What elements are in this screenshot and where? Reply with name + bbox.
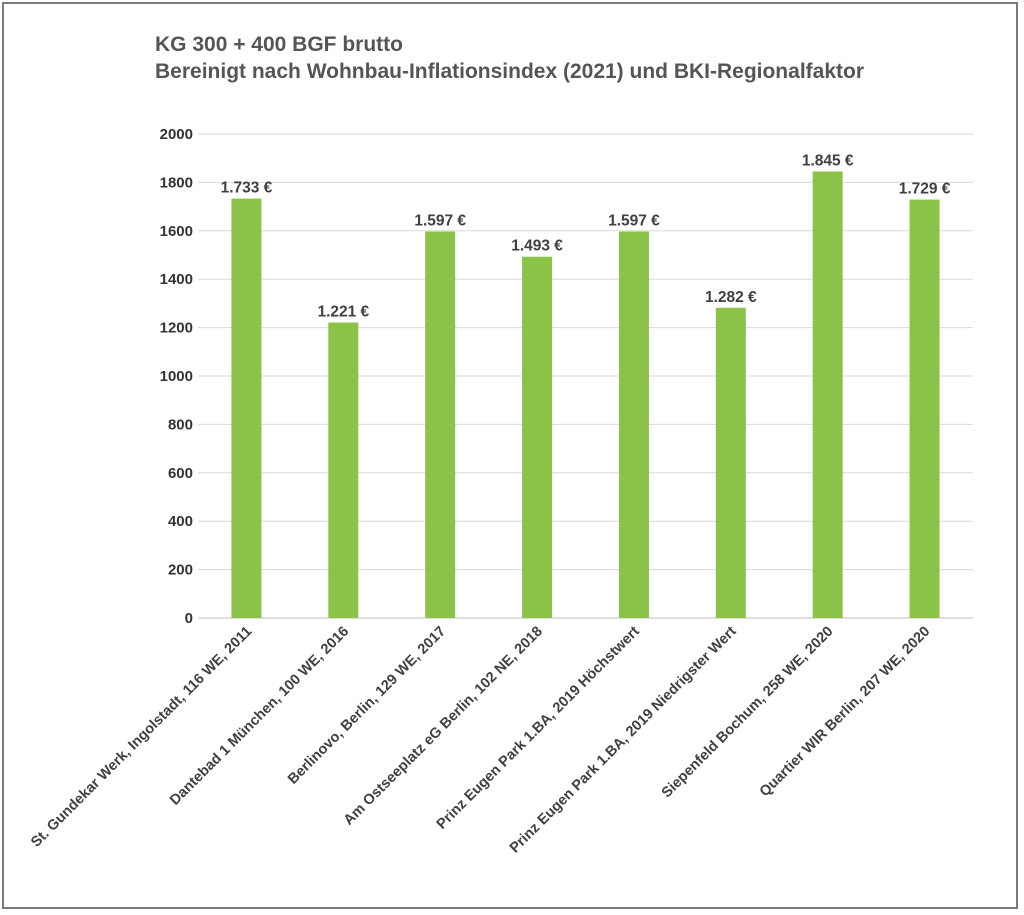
chart-subtitle: Bereinigt nach Wohnbau-Inflationsindex (…: [155, 60, 864, 83]
x-axis-labels: St. Gundekar Werk, Ingolstadt, 116 WE, 2…: [28, 623, 933, 856]
y-tick-label: 400: [168, 513, 193, 530]
y-tick-label: 800: [168, 416, 193, 433]
data-label: 1.221 €: [317, 304, 369, 321]
x-tick-label: Berlinovo, Berlin, 129 WE, 2017: [285, 624, 449, 788]
x-tick-label: St. Gundekar Werk, Ingolstadt, 116 WE, 2…: [28, 624, 255, 851]
bar: [522, 256, 553, 618]
x-tick-label: Siepenfeld Bochum, 258 WE, 2020: [659, 624, 837, 802]
y-tick-label: 600: [168, 465, 193, 482]
data-labels: 1.733 € 1.221 € 1.597 € 1.493 € 1.597 € 1.282…: [221, 153, 951, 321]
bar: [909, 199, 940, 618]
bar: [812, 171, 843, 618]
data-label: 1.597 €: [608, 213, 660, 230]
bar: [715, 307, 746, 618]
gridlines: [198, 133, 973, 619]
bars: [231, 171, 940, 618]
chart-title: KG 300 + 400 BGF brutto: [155, 33, 403, 56]
y-tick-label: 1000: [160, 368, 193, 385]
x-tick-label: Dantebad 1 München, 100 WE, 2016: [167, 624, 352, 809]
data-label: 1.493 €: [511, 238, 563, 255]
y-tick-label: 200: [168, 562, 193, 579]
y-tick-label: 0: [185, 610, 193, 627]
bar: [618, 231, 649, 618]
data-label: 1.282 €: [705, 289, 757, 306]
bar: [328, 322, 359, 618]
data-label: 1.845 €: [802, 153, 854, 170]
data-label: 1.597 €: [414, 213, 466, 230]
y-tick-label: 1200: [160, 320, 193, 337]
y-axis-ticks: 0 200 400 600 800 1000 1200 1400 1600 1800 2000: [160, 126, 193, 627]
bar: [425, 231, 456, 618]
x-tick-label: Quartier WIR Berlin, 207 WE, 2020: [757, 624, 934, 801]
y-tick-label: 2000: [160, 126, 193, 143]
x-tick-label: Prinz Eugen Park 1.BA, 2019 Höchstwert: [434, 623, 643, 832]
x-tick-label: Am Ostseeplatz eG Berlin, 102 NE, 2018: [341, 624, 546, 829]
data-label: 1.733 €: [221, 180, 273, 197]
bar: [231, 198, 262, 618]
y-tick-label: 1600: [160, 223, 193, 240]
y-tick-label: 1400: [160, 271, 193, 288]
y-tick-label: 1800: [160, 174, 193, 191]
data-label: 1.729 €: [899, 181, 951, 198]
x-tick-label: Prinz Eugen Park 1.BA, 2019 Niedrigster …: [507, 623, 740, 856]
